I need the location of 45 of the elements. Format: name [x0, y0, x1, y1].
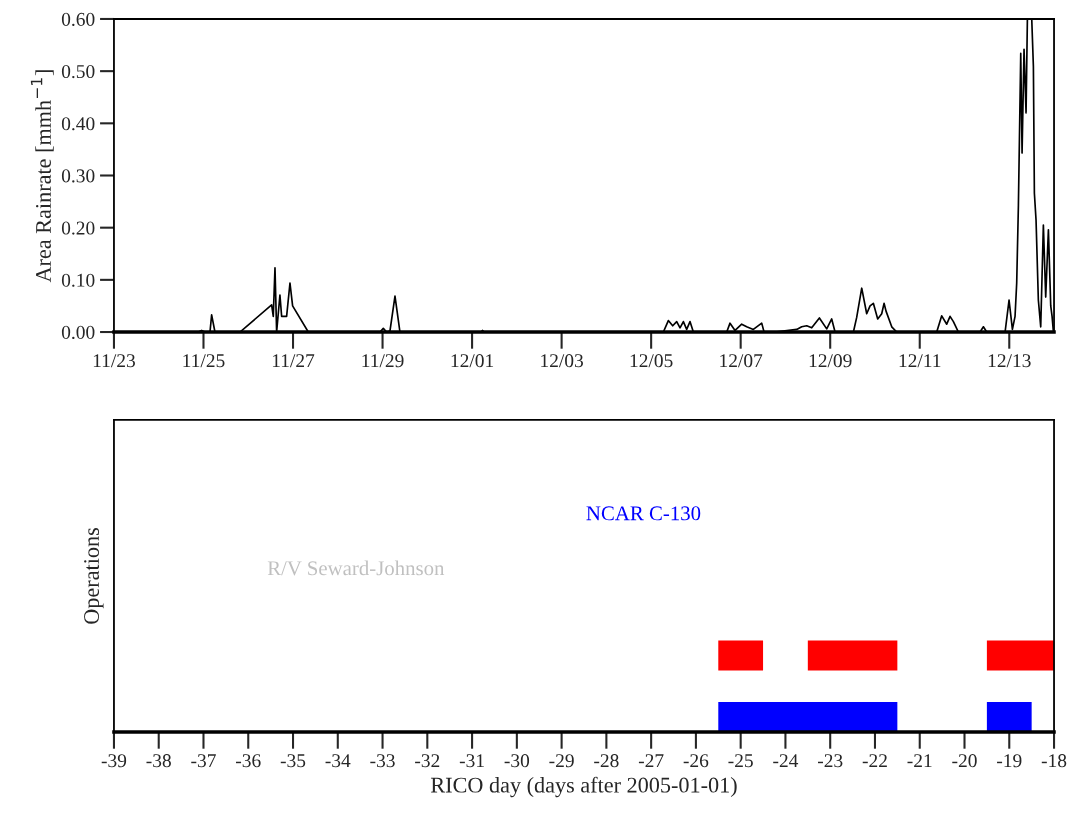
x-tick-label: 12/09	[809, 354, 852, 368]
x-tick-label: -35	[280, 754, 306, 768]
x-tick-label: -23	[817, 754, 843, 768]
x-tick-label: 12/03	[541, 354, 583, 368]
x-tick-label: -36	[236, 754, 261, 768]
y-tick-label: 0.30	[61, 169, 95, 183]
y-tick-label: 0.60	[61, 12, 95, 26]
y-axis-title: Area Rainrate [mmh$^{−1}$]	[30, 70, 54, 283]
x-tick-label: -19	[997, 754, 1022, 768]
x-tick-label: -18	[1041, 754, 1067, 768]
x-tick-label: -26	[683, 754, 709, 768]
x-tick-label: 11/25	[183, 354, 225, 368]
y-tick-label: 0.50	[61, 64, 95, 79]
x-tick-label: -20	[952, 754, 977, 768]
text: NCAR C-130	[586, 506, 701, 521]
x-tick-label: -32	[415, 754, 440, 768]
x-tick-label: 12/05	[630, 354, 673, 368]
x-tick-label: -39	[101, 754, 127, 768]
y-tick-label: 0.00	[61, 325, 95, 340]
x-tick-label: -24	[773, 754, 799, 768]
x-tick-label: 12/01	[451, 354, 494, 368]
x-tick-label: -34	[325, 754, 351, 768]
x-tick-label: -38	[146, 754, 171, 768]
x-tick-label: -22	[862, 754, 887, 768]
x-tick-label: -27	[638, 754, 664, 768]
x-tick-label: -29	[549, 754, 574, 768]
x-axis-title: RICO day (days after 2005-01-01)	[430, 776, 737, 798]
x-tick-label: 11/29	[362, 354, 404, 368]
x-tick-label: 11/27	[272, 354, 315, 368]
y-tick-label: 0.10	[61, 273, 95, 287]
x-tick-label: -21	[907, 754, 932, 768]
x-tick-label: 11/23	[93, 354, 135, 368]
x-tick-label: -33	[370, 754, 395, 768]
x-tick-label: 12/07	[720, 354, 763, 368]
y-tick-label: 0.20	[61, 221, 95, 235]
y-axis-title: Operations	[84, 528, 104, 624]
x-tick-label: 12/13	[988, 354, 1031, 368]
x-tick-label: -28	[594, 754, 619, 768]
x-tick-label: -25	[728, 754, 753, 768]
x-tick-label: -37	[191, 754, 216, 768]
x-tick-label: 12/11	[899, 354, 941, 368]
x-tick-label: -31	[459, 754, 484, 768]
legend-label: R/V Seward-Johnson	[267, 560, 445, 576]
x-tick-label: -30	[504, 754, 530, 768]
y-tick-label: 0.40	[61, 117, 95, 131]
